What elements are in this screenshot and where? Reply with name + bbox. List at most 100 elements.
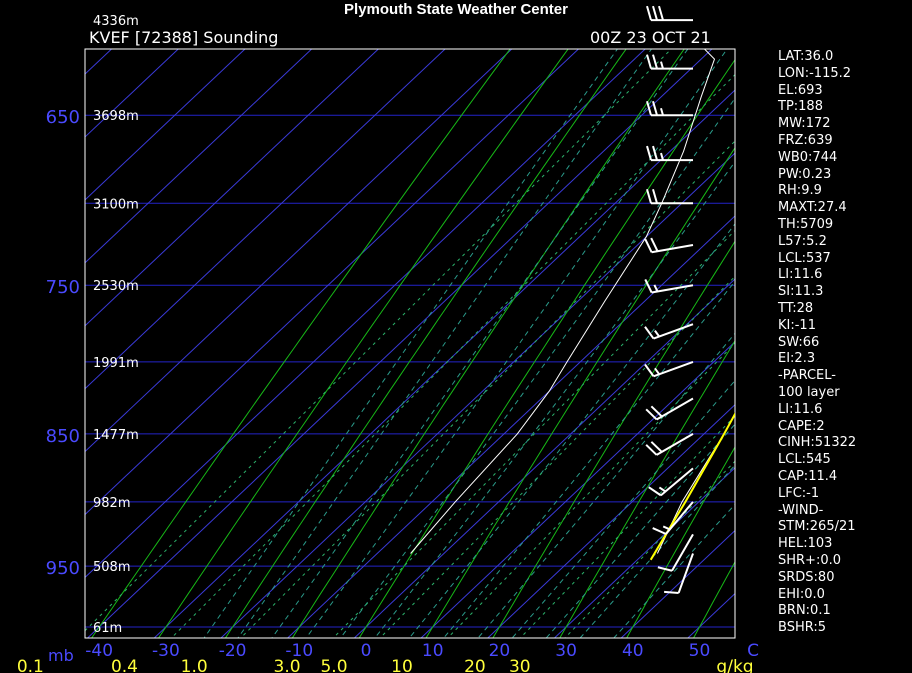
wind-barb [657, 533, 694, 572]
index-line: CAP:11.4 [778, 468, 838, 484]
mixing-ratio-unit-label: g/kg [716, 657, 753, 673]
wind-barb [644, 278, 694, 294]
mixing-ratio-line [379, 275, 735, 638]
pressure-label-750: 750 [46, 277, 80, 298]
index-line: KI:-11 [778, 317, 816, 333]
index-line: LAT:36.0 [778, 49, 834, 64]
mixing-ratio-tick-1: 1.0 [181, 657, 208, 673]
dry-adiabat-line [425, 146, 735, 638]
temp-tick-30: 30 [555, 641, 577, 661]
moist-adiabat-line [477, 332, 735, 638]
index-line: FRZ:639 [778, 132, 833, 148]
pressure-unit-label: mb [48, 646, 74, 665]
pressure-label-950: 950 [46, 558, 80, 579]
chart-title: Plymouth State Weather Center [344, 1, 568, 18]
wind-barb [646, 100, 693, 117]
height-label-650: 3698m [93, 109, 139, 124]
dry-adiabat-line [91, 49, 511, 638]
height-label-850: 1477m [93, 428, 139, 443]
index-line: TP:188 [778, 99, 823, 115]
index-line: SI:11.3 [778, 284, 824, 300]
sounding-indices-panel: LAT:36.0 LON:-115.2 EL:693 TP:188 MW:172 FRZ:… [778, 49, 912, 637]
index-line: LON:-115.2 [778, 65, 852, 81]
wind-barb [644, 323, 694, 340]
isotherm-line [86, 49, 713, 638]
wind-barbs [644, 5, 694, 594]
moist-adiabat-line [374, 160, 735, 638]
moist-adiabat-line [511, 379, 735, 638]
index-line: HEL:103 [778, 536, 833, 552]
moist-adiabat-line [545, 423, 735, 638]
index-line: SRDS:80 [778, 569, 835, 585]
station-label: KVEF [72388] Sounding [89, 28, 279, 47]
index-line: LI:11.6 [778, 401, 823, 417]
wind-barb [646, 5, 693, 22]
pressure-label-850: 850 [46, 426, 80, 447]
mixing-ratio-line [446, 342, 735, 638]
dry-adiabat-line [224, 49, 627, 638]
dewpoint-profile-line [410, 49, 716, 554]
index-line: LFC:-1 [778, 485, 820, 501]
wind-barb [644, 237, 694, 254]
isotherm-line [220, 152, 735, 638]
index-line: EI:2.3 [778, 351, 816, 367]
temp-tick-10: 10 [422, 641, 444, 661]
index-line: LI:11.6 [778, 267, 823, 283]
index-line: TH:5709 [778, 216, 834, 232]
index-line: 100 layer [778, 384, 840, 400]
wind-barb [645, 397, 694, 421]
index-line: STM:265/21 [778, 519, 856, 535]
mixing-ratio-tick-20: 20 [464, 657, 486, 673]
temp-tick--30: -30 [152, 641, 180, 661]
moist-adiabat-line [237, 49, 653, 638]
mixing-ratio-tick-30: 30 [509, 657, 531, 673]
mixing-ratio-line [170, 73, 735, 638]
index-line: SW:66 [778, 334, 820, 350]
isotherm-line [153, 89, 735, 638]
temp-tick--10: -10 [285, 641, 313, 661]
sounding-datetime: 00Z 23 OCT 21 [590, 28, 711, 47]
height-label-700: 3100m [93, 197, 139, 212]
mixing-ratio-line [85, 49, 673, 632]
mixing-ratio-tick-5: 5.0 [320, 657, 347, 673]
dry-adiabat-line [559, 339, 735, 638]
temp-tick-0: 0 [361, 641, 372, 661]
height-label-800: 1991m [93, 356, 139, 371]
index-line: TT:28 [778, 300, 814, 316]
index-line: L57:5.2 [778, 233, 827, 249]
index-line: EHI:0.0 [778, 586, 825, 602]
pressure-label-650: 650 [46, 107, 80, 128]
mixing-ratio-line [240, 140, 735, 638]
wind-barb [646, 54, 693, 70]
temp-tick-40: 40 [622, 641, 644, 661]
index-line: PW:0.23 [778, 166, 832, 182]
index-line: -WIND- [778, 502, 824, 518]
index-line: MAXT:27.4 [778, 200, 847, 216]
wind-barb [645, 433, 694, 456]
index-line: LCL:537 [778, 250, 831, 266]
mixing-ratio-tick-3: 3.0 [274, 657, 301, 673]
index-line: CINH:51322 [778, 435, 857, 451]
index-line: -PARCEL- [778, 368, 836, 384]
wind-barb [648, 467, 694, 497]
index-line: WB0:744 [778, 149, 838, 165]
height-label-750: 2530m [93, 279, 139, 294]
height-label-900: 982m [93, 496, 130, 511]
index-line: BRN:0.1 [778, 603, 831, 619]
dry-adiabat-line [626, 446, 735, 638]
mixing-ratio-tick-0.4: 0.4 [111, 657, 138, 673]
index-line: BSHR:5 [778, 620, 827, 636]
temp-tick-20: 20 [489, 641, 511, 661]
height-label-1000: 61m [93, 621, 122, 636]
height-label-600: 4336m [93, 14, 139, 29]
wind-barb [652, 501, 694, 535]
wind-barb [646, 188, 693, 205]
